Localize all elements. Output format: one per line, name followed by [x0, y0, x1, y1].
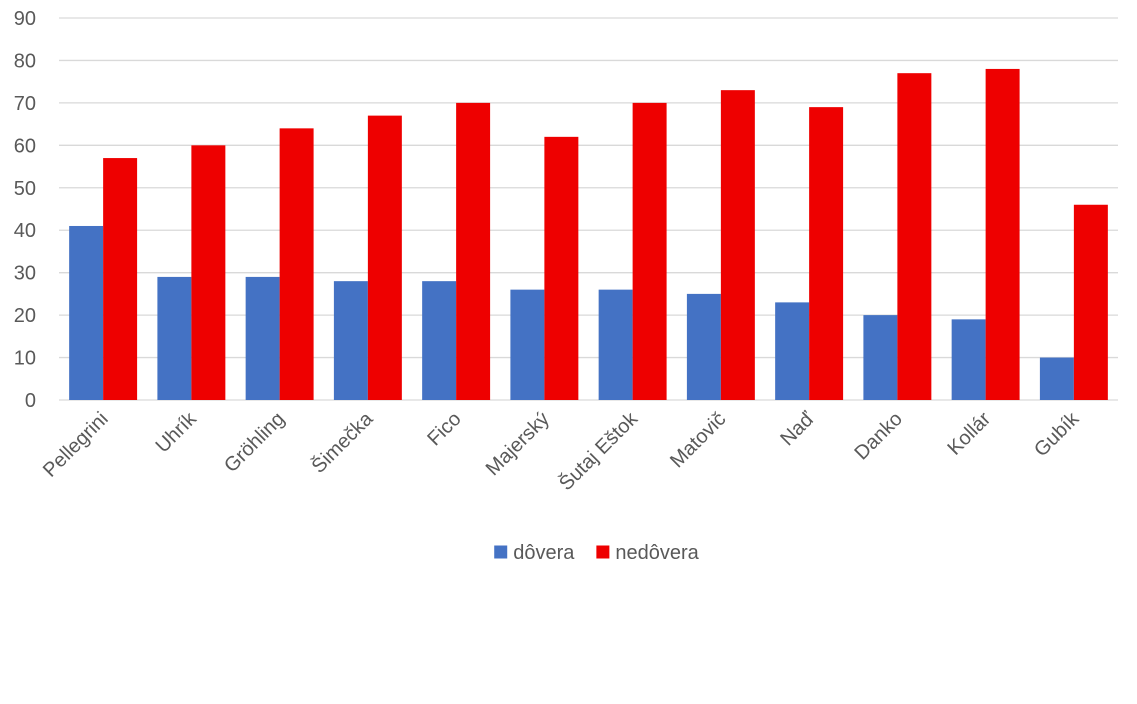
x-tick-label-kollar: Kollár [943, 408, 995, 460]
bar-dovera-simecka [333, 281, 368, 400]
bar-nedovera-pellegrini [103, 158, 138, 400]
x-tick-label-fico: Fico [423, 408, 465, 450]
bar-nedovera-kollar [985, 68, 1020, 400]
legend-label-nedovera: nedôvera [615, 542, 699, 564]
bar-dovera-pellegrini [69, 225, 104, 400]
bar-dovera-gubik [1039, 357, 1074, 400]
y-tick-label-40: 40 [14, 220, 36, 242]
y-tick-label-50: 50 [14, 178, 36, 200]
bar-nedovera-sutaj-estok [632, 102, 667, 400]
bar-dovera-uhrik [157, 276, 192, 400]
bar-nedovera-nad [809, 107, 844, 400]
y-axis-ticks: 0 10 20 30 40 50 60 70 80 90 [14, 8, 36, 412]
legend-swatch-dovera [494, 545, 508, 559]
legend-label-dovera: dôvera [513, 542, 575, 564]
bar-dovera-nad [775, 302, 810, 400]
y-tick-label-70: 70 [14, 93, 36, 115]
bar-dovera-majersky [510, 289, 545, 400]
x-tick-label-gubik: Gubík [1030, 407, 1084, 461]
bar-nedovera-simecka [367, 115, 402, 400]
y-tick-label-90: 90 [14, 8, 36, 30]
x-tick-label-sutaj-estok: Šutaj Eštok [554, 407, 643, 496]
bar-dovera-fico [422, 281, 457, 400]
bar-dovera-kollar [951, 319, 986, 400]
bar-nedovera-fico [456, 102, 491, 400]
y-tick-label-80: 80 [14, 50, 36, 72]
legend-swatch-nedovera [596, 545, 610, 559]
legend: dôvera nedôvera [494, 542, 700, 564]
y-tick-label-0: 0 [25, 390, 36, 412]
x-tick-label-pellegrini: Pellegrini [39, 408, 113, 482]
gridlines [59, 17, 1118, 401]
x-tick-label-danko: Danko [850, 408, 906, 464]
bar-dovera-matovic [686, 293, 721, 400]
bar-nedovera-gubik [1073, 204, 1108, 400]
y-tick-label-60: 60 [14, 135, 36, 157]
x-tick-label-grohling: Gröhling [220, 408, 289, 477]
bar-nedovera-danko [897, 73, 932, 400]
bar-nedovera-grohling [279, 128, 314, 400]
bar-nedovera-majersky [544, 136, 579, 400]
bar-nedovera-matovic [720, 90, 755, 401]
y-tick-label-10: 10 [14, 348, 36, 370]
bars [69, 68, 1108, 401]
y-tick-label-20: 20 [14, 305, 36, 327]
x-axis-ticks: Pellegrini Uhrík Gröhling Šimečka Fico Majers… [39, 407, 1084, 496]
x-tick-label-nad: Naď [776, 407, 819, 450]
y-tick-label-30: 30 [14, 263, 36, 285]
bar-dovera-grohling [245, 276, 280, 400]
bar-dovera-sutaj-estok [598, 289, 633, 400]
bar-dovera-danko [863, 315, 898, 400]
x-tick-label-majersky: Majerský [482, 408, 554, 480]
x-tick-label-simecka: Šimečka [307, 407, 378, 478]
x-tick-label-matovic: Matovič [666, 408, 730, 472]
bar-nedovera-uhrik [191, 145, 226, 400]
x-tick-label-uhrik: Uhrík [152, 407, 202, 457]
